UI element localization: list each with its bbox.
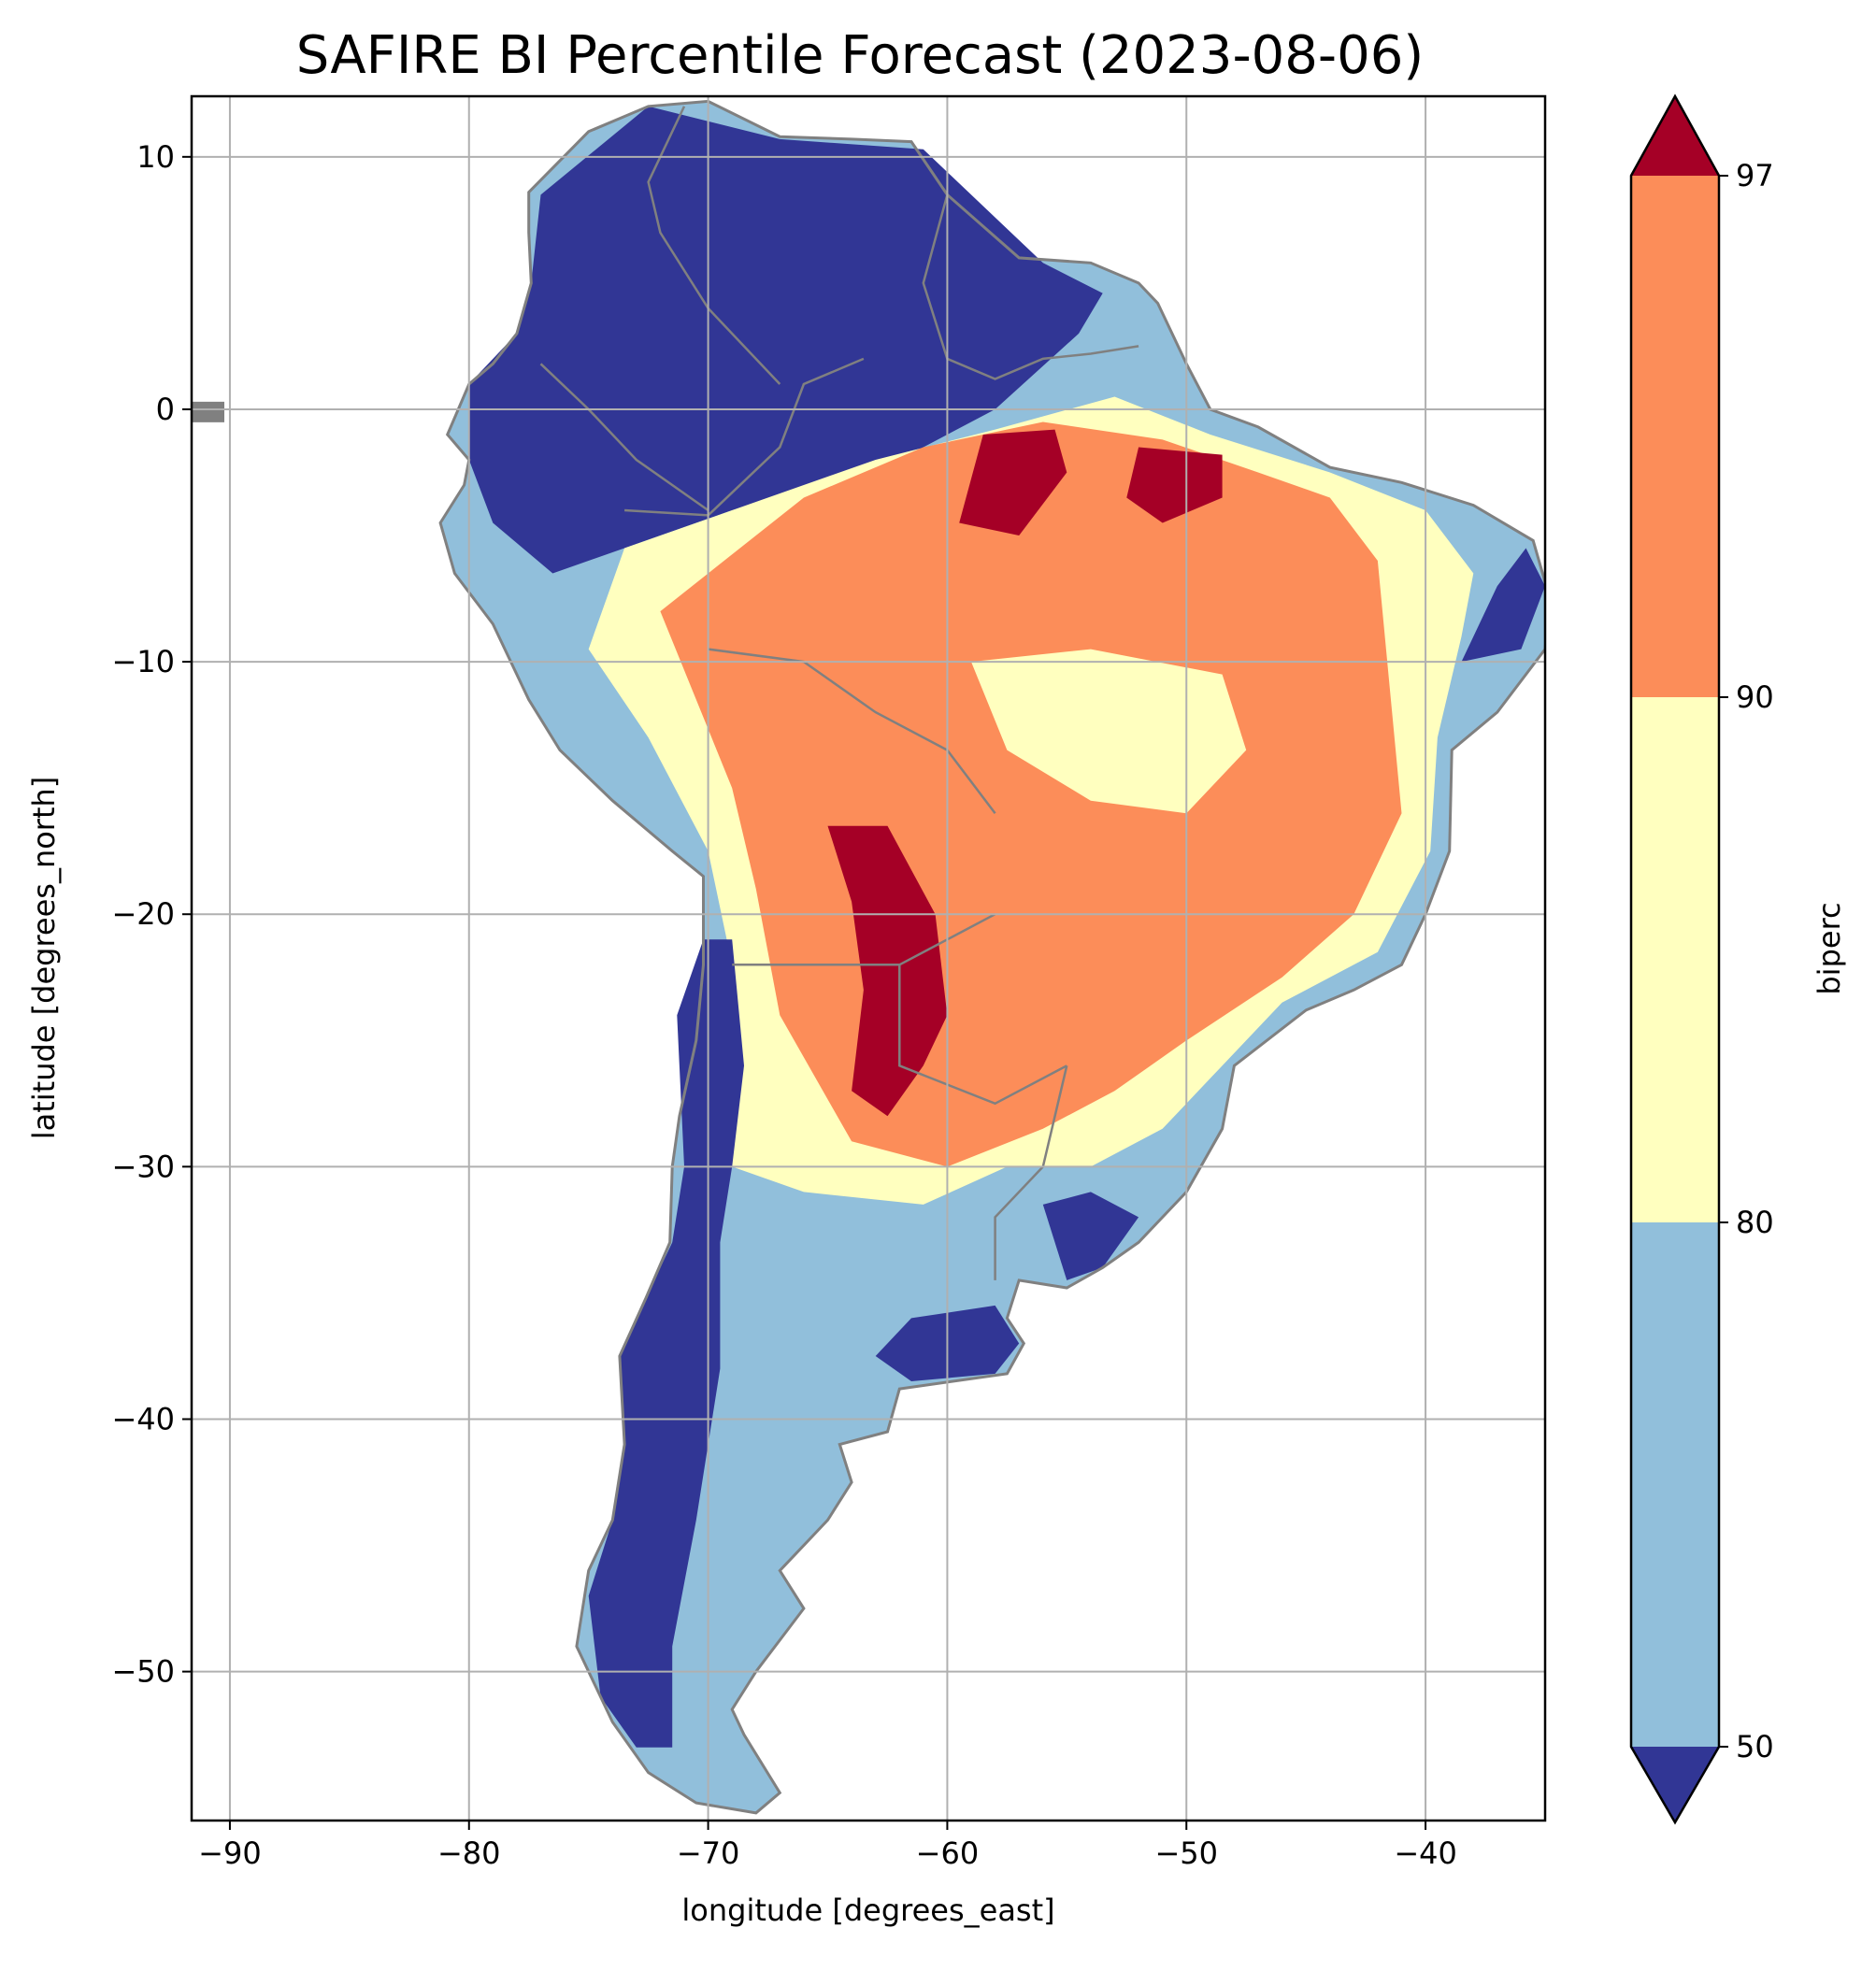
x-axis-ticks: −90 −80 −70 −60 −50 −40 bbox=[198, 1821, 1457, 1871]
colorbar-segment bbox=[1631, 176, 1719, 697]
x-tick-label: −80 bbox=[437, 1835, 501, 1871]
y-tick-label: −30 bbox=[111, 1149, 175, 1184]
colorbar-under-arrow bbox=[1631, 1747, 1719, 1822]
x-axis-label: longitude [degrees_east] bbox=[681, 1892, 1054, 1928]
y-tick-label: −10 bbox=[111, 644, 175, 679]
y-tick-label: −50 bbox=[111, 1654, 175, 1690]
x-tick-label: −90 bbox=[198, 1835, 262, 1871]
plot-frame bbox=[190, 94, 1547, 1822]
colorbar-over-arrow bbox=[1631, 96, 1719, 176]
colorbar: 50 80 90 97 bbox=[1629, 93, 1774, 1825]
y-axis-label: latitude [degrees_north] bbox=[26, 777, 62, 1140]
map-area bbox=[192, 96, 1545, 1821]
gridlines bbox=[192, 96, 1545, 1821]
x-tick-label: −40 bbox=[1394, 1835, 1457, 1871]
y-axis-ticks: 10 0 −10 −20 −30 −40 −50 bbox=[111, 139, 192, 1690]
galapagos-islands bbox=[192, 401, 224, 422]
y-tick-label: −20 bbox=[111, 896, 175, 932]
colorbar-label: biperc bbox=[1812, 902, 1847, 994]
y-tick-label: 0 bbox=[156, 392, 175, 427]
colorbar-tick-label: 90 bbox=[1736, 679, 1774, 715]
y-tick-label: 10 bbox=[136, 139, 175, 175]
colorbar-tick-label: 97 bbox=[1736, 158, 1774, 193]
colorbar-tick-label: 80 bbox=[1736, 1205, 1774, 1240]
colorbar-tick-label: 50 bbox=[1736, 1729, 1774, 1764]
x-tick-label: −70 bbox=[677, 1835, 740, 1871]
land-regions bbox=[192, 101, 1545, 1813]
x-tick-label: −50 bbox=[1154, 1835, 1218, 1871]
colorbar-segment bbox=[1631, 697, 1719, 1222]
colorbar-segment bbox=[1631, 1222, 1719, 1747]
x-tick-label: −60 bbox=[916, 1835, 980, 1871]
country-borders bbox=[438, 99, 1545, 1815]
plot-title: SAFIRE BI Percentile Forecast (2023-08-0… bbox=[296, 25, 1424, 86]
y-tick-label: −40 bbox=[111, 1401, 175, 1436]
